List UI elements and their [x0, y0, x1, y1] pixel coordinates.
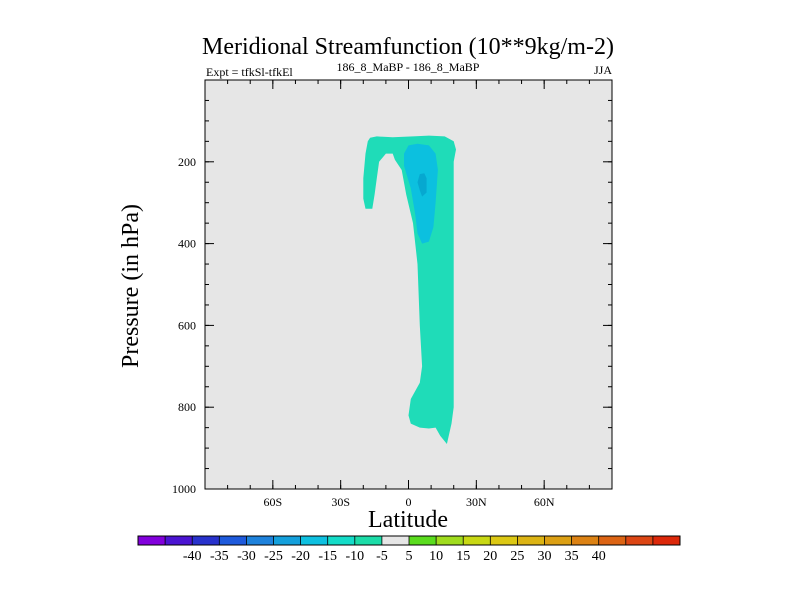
colorbar-label: -35 [210, 549, 229, 564]
x-tick-label: 30N [466, 495, 487, 509]
y-tick-label: 1000 [172, 482, 196, 496]
colorbar-swatch [463, 536, 491, 545]
colorbar-swatch [192, 536, 220, 545]
colorbar-label: 15 [456, 549, 470, 564]
colorbar-label: 10 [429, 549, 443, 564]
colorbar-swatch [571, 536, 599, 545]
axis-ticks: 60S 30S 0 30N 60N 200 400 600 800 1000 [172, 80, 613, 509]
colorbar-swatch [354, 536, 383, 545]
colorbar-label: -15 [318, 549, 337, 564]
colorbar-swatch [327, 536, 356, 545]
colorbar-swatch [625, 536, 654, 545]
y-tick-label: 400 [178, 237, 196, 251]
colorbar-label: 25 [510, 549, 524, 564]
colorbar-swatch [381, 536, 410, 545]
contour-inner-core [404, 143, 438, 244]
y-tick-label: 800 [178, 400, 196, 414]
colorbar-swatch [517, 536, 545, 545]
colorbar-swatch [165, 536, 193, 545]
period-label: 186_8_MaBP - 186_8_MaBP [337, 60, 480, 74]
x-tick-label: 0 [406, 495, 412, 509]
x-tick-label: 60S [263, 495, 282, 509]
season-label: JJA [594, 63, 612, 77]
y-tick-label: 200 [178, 155, 196, 169]
colorbar-swatch [598, 536, 627, 545]
colorbar-swatch [490, 536, 518, 545]
colorbar: -40 -35 -30 -25 -20 -15 -10 -5 5 10 15 20 25 30 35 40 [137, 535, 681, 564]
colorbar-swatch [219, 536, 247, 545]
x-tick-label: 30S [331, 495, 350, 509]
colorbar-frame [137, 535, 681, 546]
colorbar-label: -5 [376, 549, 388, 564]
y-tick-label: 600 [178, 318, 196, 332]
colorbar-swatch [544, 536, 572, 545]
colorbar-swatch [273, 536, 301, 545]
colorbar-label: -20 [291, 549, 310, 564]
contour-center-streak [417, 173, 427, 197]
colorbar-swatch [652, 536, 681, 545]
y-axis-label: Pressure (in hPa) [118, 204, 144, 368]
colorbar-label: -25 [264, 549, 283, 564]
colorbar-swatch [138, 536, 166, 545]
colorbar-label: -30 [237, 549, 256, 564]
x-axis-label: Latitude [368, 507, 448, 533]
chart-title: Meridional Streamfunction (10**9kg/m-2) [202, 34, 614, 60]
colorbar-label: 35 [565, 549, 579, 564]
colorbar-label: 5 [406, 549, 413, 564]
colorbar-label: 30 [538, 549, 552, 564]
colorbar-swatch [436, 536, 464, 545]
colorbar-label: -40 [183, 549, 202, 564]
colorbar-swatch [300, 536, 328, 545]
contour-regions [363, 135, 456, 444]
colorbar-label: 40 [592, 549, 606, 564]
colorbar-label: -10 [345, 549, 364, 564]
colorbar-swatch [409, 536, 437, 545]
colorbar-swatch [246, 536, 274, 545]
experiment-label: Expt = tfkSl-tfkEl [206, 65, 293, 79]
x-tick-label: 60N [534, 495, 555, 509]
plot-frame [204, 79, 613, 490]
colorbar-label: 20 [483, 549, 497, 564]
